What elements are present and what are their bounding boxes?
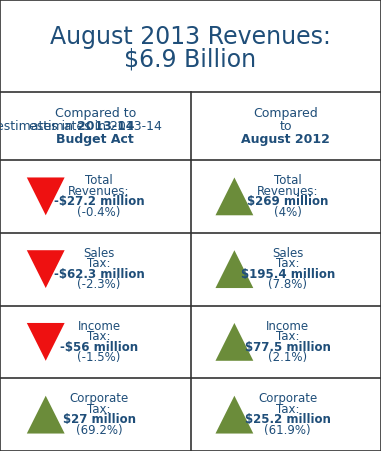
- Text: August 2013 Revenues:: August 2013 Revenues:: [50, 25, 331, 49]
- Text: Compared: Compared: [253, 106, 318, 120]
- Text: Revenues:: Revenues:: [257, 184, 319, 198]
- Text: Tax:: Tax:: [87, 403, 111, 416]
- Text: $269 million: $269 million: [247, 195, 328, 208]
- Text: $77.5 million: $77.5 million: [245, 341, 331, 354]
- Text: Budget Act: Budget Act: [56, 133, 134, 146]
- Polygon shape: [216, 250, 253, 288]
- Polygon shape: [27, 250, 65, 288]
- Polygon shape: [216, 396, 253, 433]
- Text: -$62.3 million: -$62.3 million: [54, 268, 144, 281]
- Text: (-1.5%): (-1.5%): [77, 351, 121, 364]
- Text: 2013-14: 2013-14: [77, 120, 135, 133]
- Text: (-2.3%): (-2.3%): [77, 278, 121, 291]
- Polygon shape: [27, 323, 65, 361]
- Polygon shape: [216, 177, 253, 215]
- Text: August 2012: August 2012: [241, 133, 330, 146]
- Text: Total: Total: [85, 174, 113, 187]
- Text: Corporate: Corporate: [69, 392, 129, 405]
- Text: -$56 million: -$56 million: [60, 341, 138, 354]
- Text: Tax:: Tax:: [276, 258, 299, 271]
- Text: Tax:: Tax:: [276, 330, 299, 343]
- Text: (-0.4%): (-0.4%): [77, 206, 121, 219]
- Text: (61.9%): (61.9%): [264, 424, 311, 437]
- Text: Sales: Sales: [272, 247, 303, 260]
- Polygon shape: [27, 396, 65, 433]
- Text: to: to: [280, 120, 292, 133]
- Text: estimates in ​2013-14: estimates in ​2013-14: [29, 120, 162, 133]
- Text: (7.8%): (7.8%): [268, 278, 307, 291]
- Text: Sales: Sales: [83, 247, 115, 260]
- Text: Corporate: Corporate: [258, 392, 317, 405]
- Text: Tax:: Tax:: [87, 258, 111, 271]
- Text: Compared to: Compared to: [54, 106, 136, 120]
- Polygon shape: [27, 177, 65, 215]
- Text: estimates in: estimates in: [0, 120, 77, 133]
- Text: $195.4 million: $195.4 million: [241, 268, 335, 281]
- Text: Tax:: Tax:: [276, 403, 299, 416]
- Text: Total: Total: [274, 174, 302, 187]
- Text: (4%): (4%): [274, 206, 302, 219]
- Text: $6.9 Billion: $6.9 Billion: [125, 48, 256, 72]
- Text: $25.2 million: $25.2 million: [245, 414, 331, 426]
- Text: (2.1%): (2.1%): [268, 351, 307, 364]
- Text: $27 million: $27 million: [62, 414, 136, 426]
- Polygon shape: [216, 323, 253, 361]
- Text: -$27.2 million: -$27.2 million: [54, 195, 144, 208]
- Text: (69.2%): (69.2%): [76, 424, 122, 437]
- Text: Income: Income: [77, 320, 121, 333]
- Text: Tax:: Tax:: [87, 330, 111, 343]
- Text: Income: Income: [266, 320, 309, 333]
- Text: Revenues:: Revenues:: [68, 184, 130, 198]
